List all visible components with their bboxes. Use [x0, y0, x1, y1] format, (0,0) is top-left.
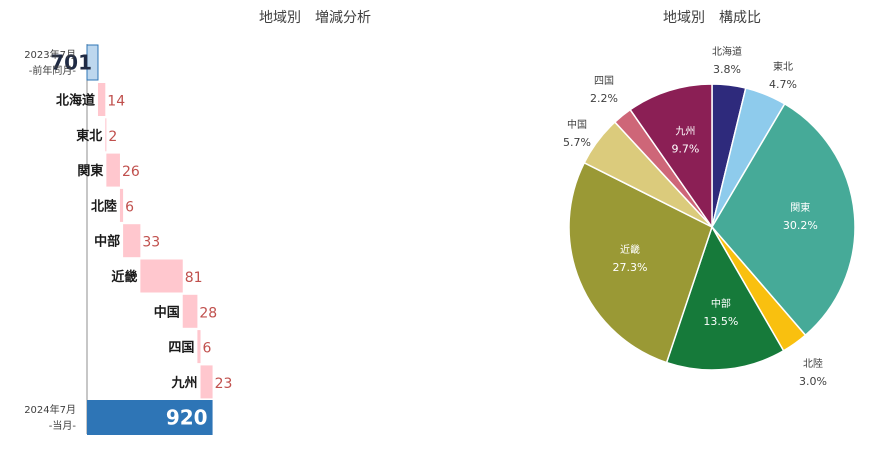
increase-bar: [182, 294, 198, 328]
category-label: 近畿: [111, 269, 137, 285]
increase-value-label: 28: [199, 305, 217, 321]
increase-bar: [197, 330, 201, 364]
start-bar: [86, 44, 99, 81]
increase-value-label: 2: [108, 129, 117, 145]
slice-value-label: 30.2%: [783, 219, 818, 232]
slice-name-label: 北陸: [803, 357, 823, 370]
category-label: 中部: [94, 234, 120, 250]
increase-value-label: 81: [185, 270, 203, 286]
start-value-label: 701: [50, 51, 92, 75]
slice-name-label: 北海道: [712, 45, 742, 58]
increase-bar: [105, 118, 107, 152]
category-label: 東北: [76, 128, 102, 144]
category-label: 九州: [171, 376, 198, 391]
category-label: 中国: [154, 304, 180, 320]
slice-value-label: 27.3%: [613, 261, 648, 274]
pie-title: 地域別 構成比: [663, 10, 761, 26]
increase-value-label: 6: [203, 341, 212, 357]
slice-name-label: 中国: [567, 118, 587, 131]
increase-value-label: 26: [122, 164, 140, 180]
category-label: 関東: [77, 163, 103, 179]
end-bar: [87, 400, 213, 435]
end-value-label: 920: [166, 406, 208, 430]
increase-bar: [123, 224, 141, 258]
slice-name-label: 関東: [790, 201, 810, 214]
slice-name-label: 近畿: [620, 243, 640, 256]
increase-value-label: 14: [107, 94, 125, 110]
slice-value-label: 4.7%: [769, 78, 797, 91]
pie-slice: [711, 87, 786, 228]
increase-bar: [200, 365, 213, 399]
increase-value-label: 23: [215, 376, 233, 392]
start-label-line1: 2023年7月: [24, 48, 76, 61]
pie-slice: [568, 161, 713, 364]
increase-bar: [119, 188, 124, 222]
increase-bar: [140, 259, 183, 293]
slice-name-label: 中部: [711, 297, 731, 310]
pie-slice: [613, 108, 713, 228]
pie-slice: [711, 226, 807, 352]
pie-slice: [583, 121, 713, 228]
slice-name-label: 東北: [773, 60, 793, 73]
slice-value-label: 9.7%: [671, 142, 699, 155]
pie-slice: [629, 83, 713, 230]
slice-value-label: 5.7%: [563, 136, 591, 149]
slice-value-label: 3.0%: [799, 375, 827, 388]
slice-value-label: 2.2%: [590, 92, 618, 105]
waterfall-title: 地域別 増減分析: [259, 9, 371, 26]
increase-value-label: 6: [125, 199, 134, 215]
category-label: 四国: [168, 341, 194, 356]
pie-slice: [711, 102, 856, 337]
end-label-line1: 2024年7月: [24, 403, 76, 416]
category-label: 北海道: [56, 93, 95, 109]
slice-name-label: 四国: [594, 75, 614, 87]
slice-value-label: 3.8%: [713, 63, 741, 76]
increase-value-label: 33: [142, 235, 160, 251]
slice-name-label: 九州: [675, 125, 695, 137]
pie-slice: [665, 225, 785, 371]
start-label-line2: -前年同月-: [29, 64, 77, 77]
slice-value-label: 13.5%: [703, 315, 738, 328]
end-label-line2: -当月-: [49, 419, 77, 432]
increase-bar: [106, 153, 120, 187]
category-label: 北陸: [91, 198, 117, 214]
pie-slice: [711, 83, 747, 228]
increase-bar: [97, 83, 106, 116]
